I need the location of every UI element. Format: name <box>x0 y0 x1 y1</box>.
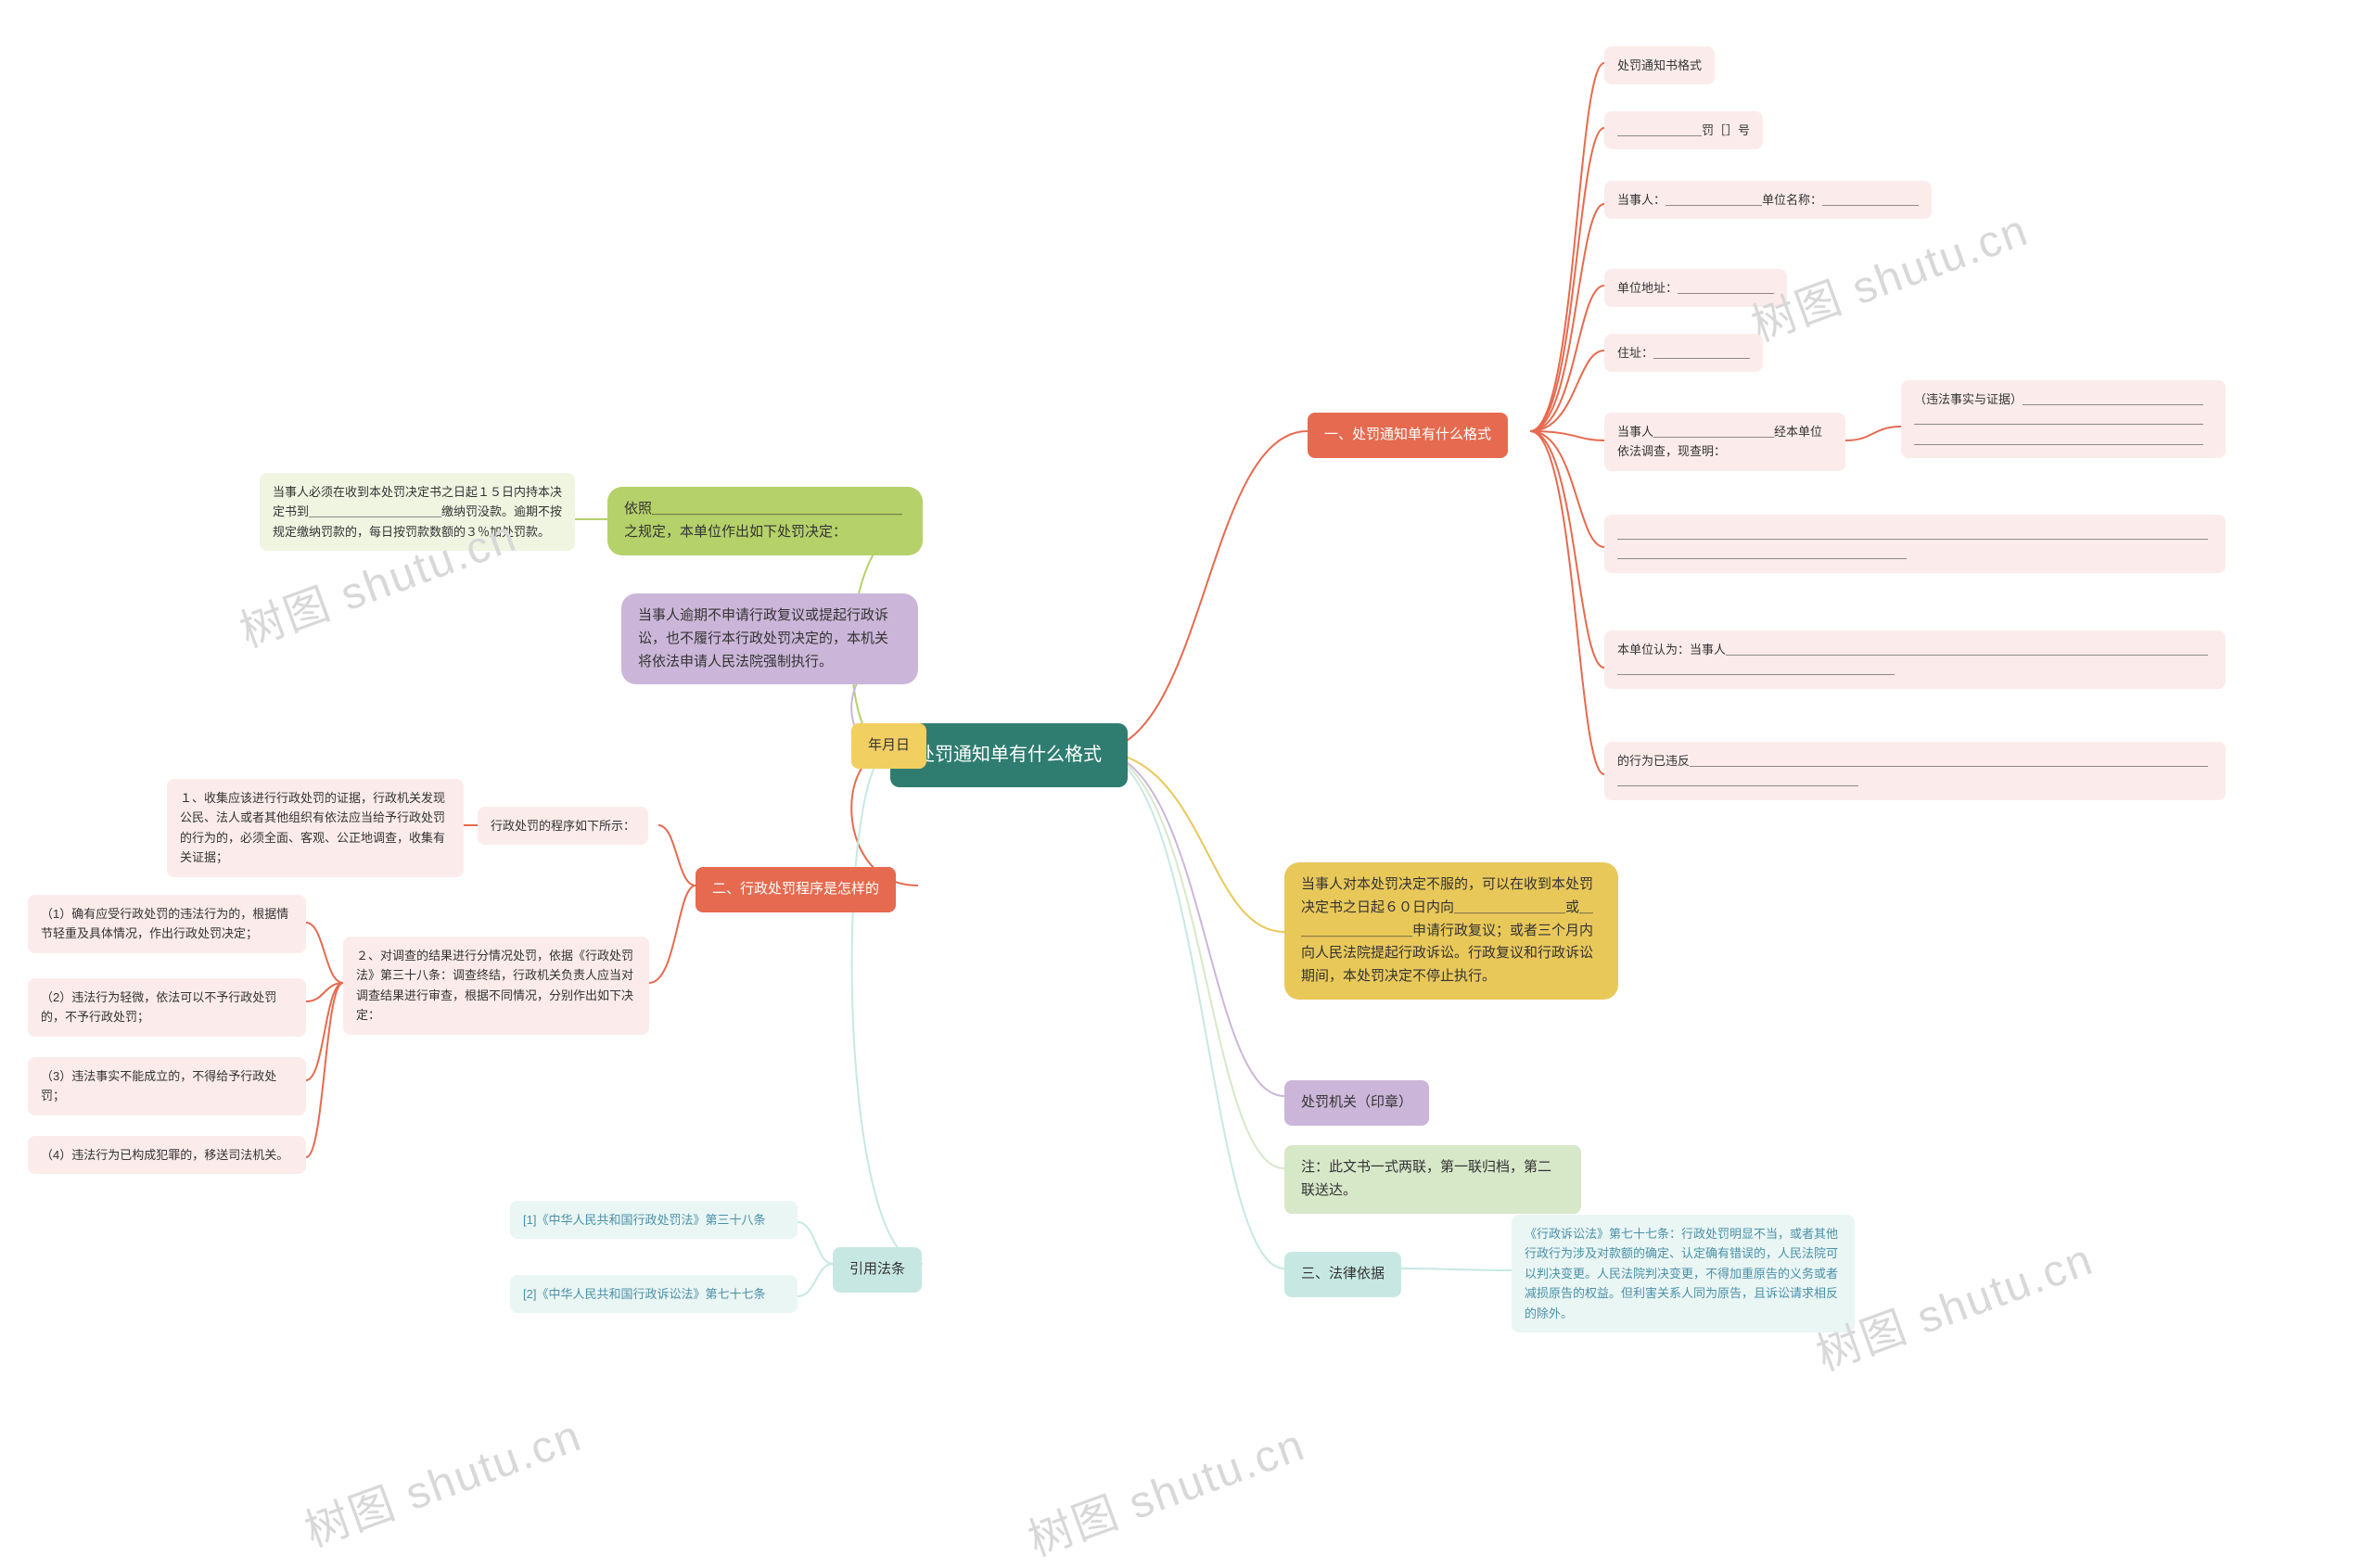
mindmap-node: １、收集应该进行行政处罚的证据，行政机关发现公民、法人或者其他组织有依法应当给予… <box>167 779 464 877</box>
mindmap-node: 年月日 <box>851 723 926 769</box>
mindmap-node: 二、行政处罚程序是怎样的 <box>696 867 896 912</box>
mindmap-node: 的行为已违反＿＿＿＿＿＿＿＿＿＿＿＿＿＿＿＿＿＿＿＿＿＿＿＿＿＿＿＿＿＿＿＿＿＿… <box>1604 742 2226 800</box>
mindmap-node: （违法事实与证据）＿＿＿＿＿＿＿＿＿＿＿＿＿＿＿＿＿＿＿＿＿＿＿＿＿＿＿＿＿＿＿… <box>1901 380 2226 458</box>
mindmap-node: 一、处罚通知单有什么格式 <box>1308 413 1508 458</box>
mindmap-node: （2）违法行为轻微，依法可以不予行政处罚的，不予行政处罚； <box>28 978 306 1037</box>
mindmap-node: 住址：＿＿＿＿＿＿＿＿ <box>1604 334 1763 372</box>
mindmap-node: 当事人必须在收到本处罚决定书之日起１５日内持本决定书到＿＿＿＿＿＿＿＿＿＿＿缴纳… <box>260 473 575 551</box>
mindmap-node: 当事人对本处罚决定不服的，可以在收到本处罚决定书之日起６０日内向＿＿＿＿＿＿＿＿… <box>1284 862 1618 1000</box>
mindmap-node: 引用法条 <box>833 1247 922 1293</box>
mindmap-node: 注：此文书一式两联，第一联归档，第二联送达。 <box>1284 1145 1581 1214</box>
mindmap-node: ＿＿＿＿＿＿＿＿＿＿＿＿＿＿＿＿＿＿＿＿＿＿＿＿＿＿＿＿＿＿＿＿＿＿＿＿＿＿＿＿… <box>1604 515 2226 573</box>
mindmap-node: ２、对调查的结果进行分情况处罚，依据《行政处罚法》第三十八条：调查终结，行政机关… <box>343 937 649 1035</box>
mindmap-node: 处罚机关（印章） <box>1284 1080 1429 1126</box>
mindmap-node: 单位地址：＿＿＿＿＿＿＿＿ <box>1604 269 1787 307</box>
watermark: 树图 shutu.cn <box>1017 1409 1312 1568</box>
mindmap-node: ＿＿＿＿＿＿＿罚［］号 <box>1604 111 1763 149</box>
mindmap-node: 当事人逾期不申请行政复议或提起行政诉讼，也不履行本行政处罚决定的，本机关将依法申… <box>621 593 918 684</box>
mindmap-node: 依照＿＿＿＿＿＿＿＿＿＿＿＿＿＿＿＿＿＿之规定，本单位作出如下处罚决定： <box>607 487 923 555</box>
mindmap-node: （3）违法事实不能成立的，不得给予行政处罚； <box>28 1057 306 1115</box>
mindmap-node: [2]《中华人民共和国行政诉讼法》第七十七条 <box>510 1275 798 1313</box>
mindmap-node: 行政处罚的程序如下所示： <box>478 807 648 845</box>
mindmap-node: 当事人：＿＿＿＿＿＿＿＿单位名称：＿＿＿＿＿＿＿＿ <box>1604 181 1932 219</box>
mindmap-node: 处罚通知书格式 <box>1604 46 1715 84</box>
mindmap-node: 本单位认为：当事人＿＿＿＿＿＿＿＿＿＿＿＿＿＿＿＿＿＿＿＿＿＿＿＿＿＿＿＿＿＿＿… <box>1604 631 2226 689</box>
mindmap-node: 《行政诉讼法》第七十七条：行政处罚明显不当，或者其他行政行为涉及对款额的确定、认… <box>1512 1215 1855 1332</box>
mindmap-node: （4）违法行为已构成犯罪的，移送司法机关。 <box>28 1136 306 1174</box>
mindmap-node: 当事人＿＿＿＿＿＿＿＿＿＿经本单位依法调查，现查明： <box>1604 413 1845 471</box>
mindmap-node: [1]《中华人民共和国行政处罚法》第三十八条 <box>510 1201 798 1239</box>
mindmap-node: （1）确有应受行政处罚的违法行为的，根据情节轻重及具体情况，作出行政处罚决定； <box>28 895 306 953</box>
mindmap-node: 三、法律依据 <box>1284 1252 1401 1297</box>
watermark: 树图 shutu.cn <box>294 1399 589 1560</box>
